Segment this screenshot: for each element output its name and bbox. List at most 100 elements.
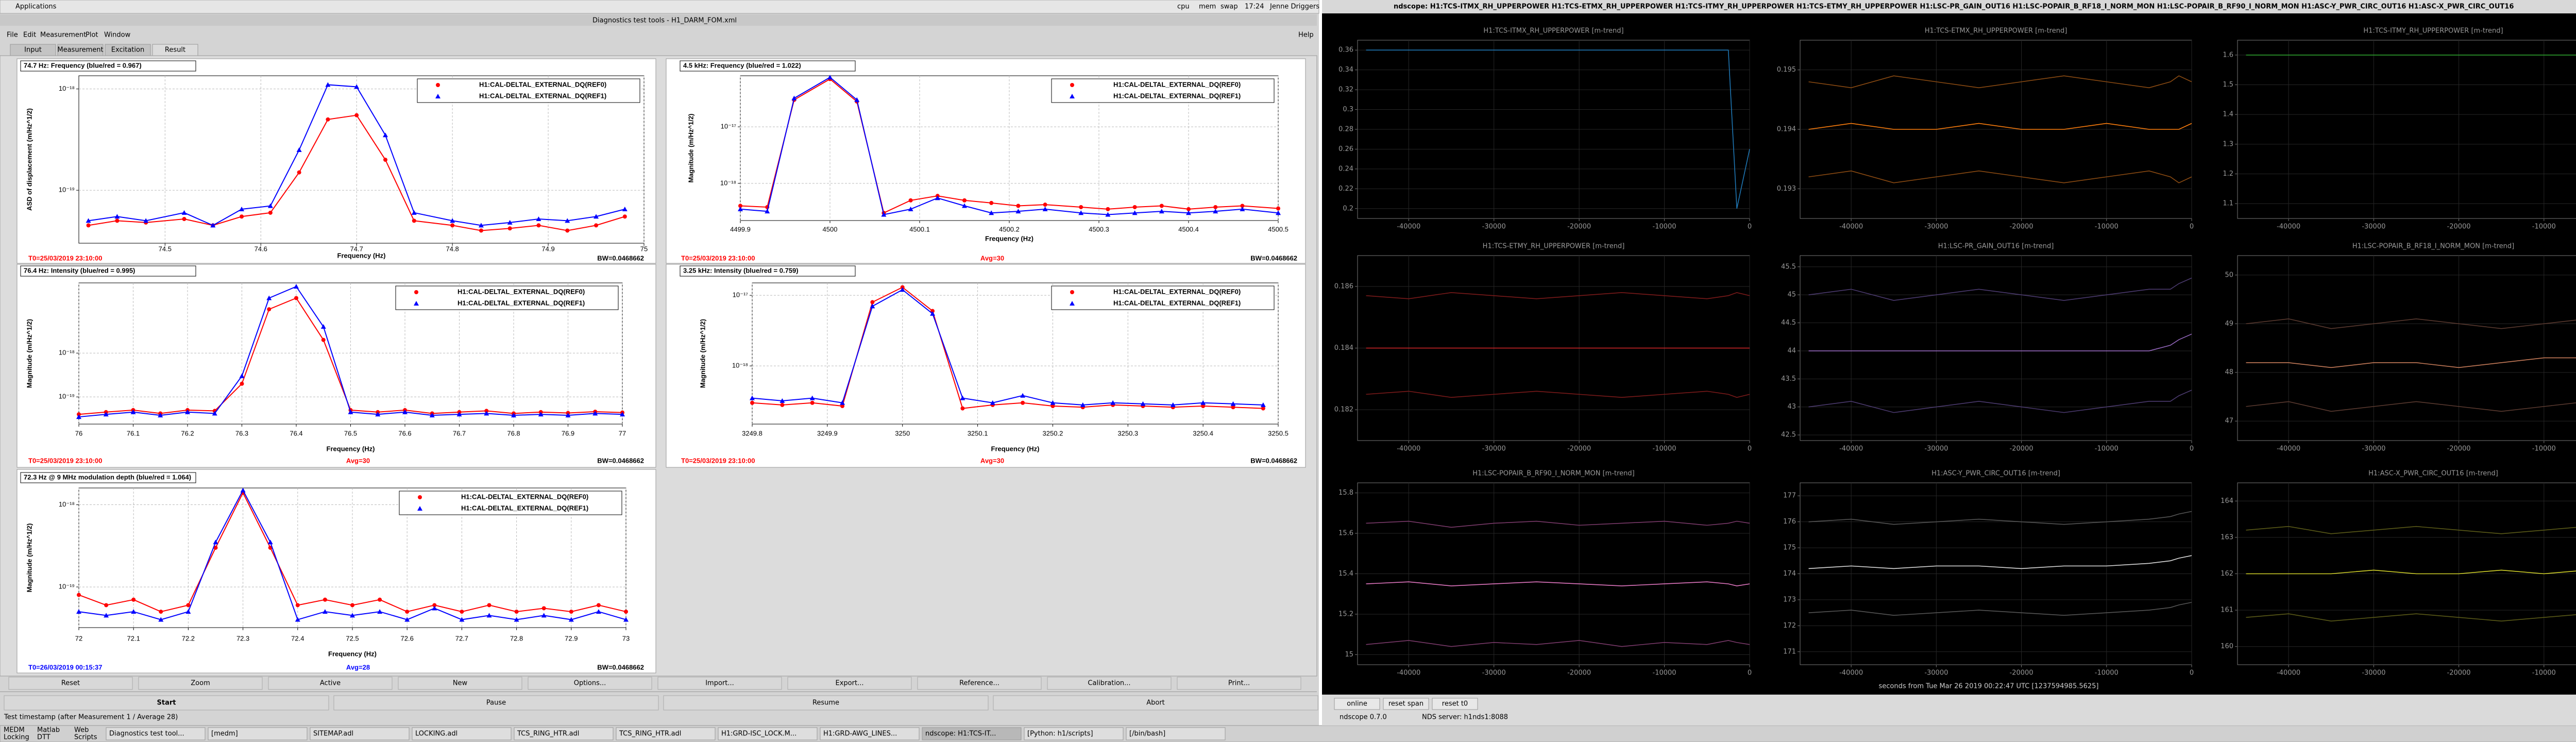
- tab[interactable]: [10, 44, 56, 56]
- user-name[interactable]: Jenne Driggers: [1269, 3, 1319, 11]
- launcher[interactable]: Web: [74, 727, 89, 734]
- data-point: [870, 300, 875, 305]
- button[interactable]: [657, 677, 782, 690]
- task-button[interactable]: [718, 727, 818, 740]
- x-tick-label: -20000: [2010, 669, 2033, 677]
- task-button[interactable]: [820, 727, 920, 740]
- tab[interactable]: [57, 44, 104, 56]
- button-label[interactable]: New: [453, 680, 468, 687]
- x-tick-label: -30000: [1924, 223, 1948, 231]
- y-axis-label: Magnitude (m/Hz^1/2): [687, 114, 694, 183]
- task-button[interactable]: [616, 727, 716, 740]
- menu-item[interactable]: Plot: [86, 31, 98, 39]
- menu-item[interactable]: Window: [104, 31, 131, 39]
- task-label[interactable]: TCS_RING_HTR.adl: [517, 730, 579, 738]
- control-label[interactable]: Start: [157, 699, 176, 707]
- x-tick-label: 72.9: [565, 634, 578, 642]
- task-button[interactable]: [310, 727, 410, 740]
- y-tick-label: 15.6: [1338, 530, 1353, 537]
- x-tick-label: 74.7: [350, 245, 363, 252]
- task-label[interactable]: [Python: h1/scripts]: [1027, 730, 1093, 738]
- button-label[interactable]: Calibration...: [1088, 680, 1130, 687]
- task-label[interactable]: SITEMAP.adl: [313, 730, 353, 738]
- launcher[interactable]: DTT: [37, 734, 50, 741]
- menu-help[interactable]: Help: [1298, 31, 1314, 39]
- menu-item[interactable]: File: [7, 31, 18, 39]
- x-tick-label: 4500.2: [999, 225, 1020, 233]
- button-label[interactable]: Import...: [705, 680, 734, 687]
- tab-label[interactable]: Excitation: [111, 46, 144, 54]
- data-point: [568, 617, 574, 622]
- button[interactable]: [398, 677, 522, 690]
- button[interactable]: [138, 677, 263, 690]
- control-button[interactable]: [663, 695, 989, 711]
- task-label[interactable]: H1:GRD-AWG_LINES...: [823, 730, 897, 738]
- button[interactable]: [528, 677, 652, 690]
- data-point: [267, 203, 273, 208]
- task-button[interactable]: [106, 727, 206, 740]
- control-label[interactable]: Abort: [1146, 699, 1165, 707]
- button[interactable]: [1177, 677, 1301, 690]
- button-label[interactable]: Zoom: [191, 680, 210, 687]
- ndscope-button[interactable]: [1432, 698, 1478, 710]
- launcher[interactable]: Scripts: [74, 734, 97, 741]
- data-point: [354, 84, 360, 89]
- control-button[interactable]: [993, 695, 1318, 711]
- task-label[interactable]: [medm]: [211, 730, 238, 738]
- button[interactable]: [787, 677, 912, 690]
- task-label[interactable]: [/bin/bash]: [1129, 730, 1165, 738]
- tab-label[interactable]: Result: [165, 46, 185, 54]
- button[interactable]: [1047, 677, 1172, 690]
- button-label[interactable]: Active: [320, 680, 341, 687]
- button-label[interactable]: Print...: [1228, 680, 1250, 687]
- control-label[interactable]: Resume: [812, 699, 839, 707]
- button[interactable]: [917, 677, 1042, 690]
- data-point: [185, 609, 191, 614]
- launcher[interactable]: Locking: [4, 734, 29, 741]
- task-label[interactable]: ndscope: H1:TCS-IT...: [925, 730, 996, 738]
- tab-label[interactable]: Input: [24, 46, 42, 54]
- data-point: [131, 597, 136, 602]
- task-button[interactable]: [1126, 727, 1226, 740]
- chart-title: H1:TCS-ETMY_RH_UPPERPOWER [m-trend]: [1483, 243, 1625, 250]
- task-button[interactable]: [1024, 727, 1124, 740]
- task-button[interactable]: [208, 727, 308, 740]
- menu-item[interactable]: Edit: [23, 31, 36, 39]
- applications-menu[interactable]: Applications: [15, 3, 57, 11]
- status-line: Test timestamp (after Measurement 1 / Av…: [4, 714, 178, 721]
- data-point: [1159, 204, 1164, 208]
- task-label[interactable]: Diagnostics test tool...: [109, 730, 184, 738]
- ndscope-button[interactable]: [1383, 698, 1429, 710]
- task-label[interactable]: LOCKING.adl: [415, 730, 457, 738]
- data-point: [1110, 400, 1116, 405]
- series-line: [1366, 581, 1750, 586]
- menu-item[interactable]: Measurement: [40, 31, 86, 39]
- tab[interactable]: [105, 44, 151, 56]
- button-label[interactable]: Export...: [836, 680, 864, 687]
- x-axis-label: Frequency (Hz): [985, 234, 1033, 242]
- ndscope-button-label[interactable]: reset span: [1388, 700, 1423, 708]
- button-label[interactable]: Reset: [61, 680, 80, 687]
- task-button[interactable]: [922, 727, 1022, 740]
- x-tick-label: 72.8: [510, 634, 523, 642]
- button[interactable]: [268, 677, 393, 690]
- ndscope-button-label[interactable]: online: [1347, 700, 1367, 708]
- button-label[interactable]: Options...: [574, 680, 606, 687]
- control-button[interactable]: [4, 695, 329, 711]
- launcher[interactable]: Matlab: [37, 727, 60, 734]
- task-button[interactable]: [412, 727, 512, 740]
- ndscope-button[interactable]: [1334, 698, 1380, 710]
- control-label[interactable]: Pause: [486, 699, 506, 707]
- ndscope-button-label[interactable]: reset t0: [1442, 700, 1468, 708]
- button[interactable]: [8, 677, 133, 690]
- x-tick-label: -10000: [2532, 669, 2556, 677]
- control-button[interactable]: [333, 695, 659, 711]
- button-label[interactable]: Reference...: [959, 680, 999, 687]
- tab-label[interactable]: Measurement: [57, 46, 103, 54]
- launcher[interactable]: MEDM: [4, 727, 25, 734]
- tab[interactable]: [152, 44, 198, 56]
- task-label[interactable]: TCS_RING_HTR.adl: [619, 730, 681, 738]
- task-button[interactable]: [514, 727, 614, 740]
- task-label[interactable]: H1:GRD-ISC_LOCK.M...: [721, 730, 796, 738]
- legend-box: [399, 491, 622, 515]
